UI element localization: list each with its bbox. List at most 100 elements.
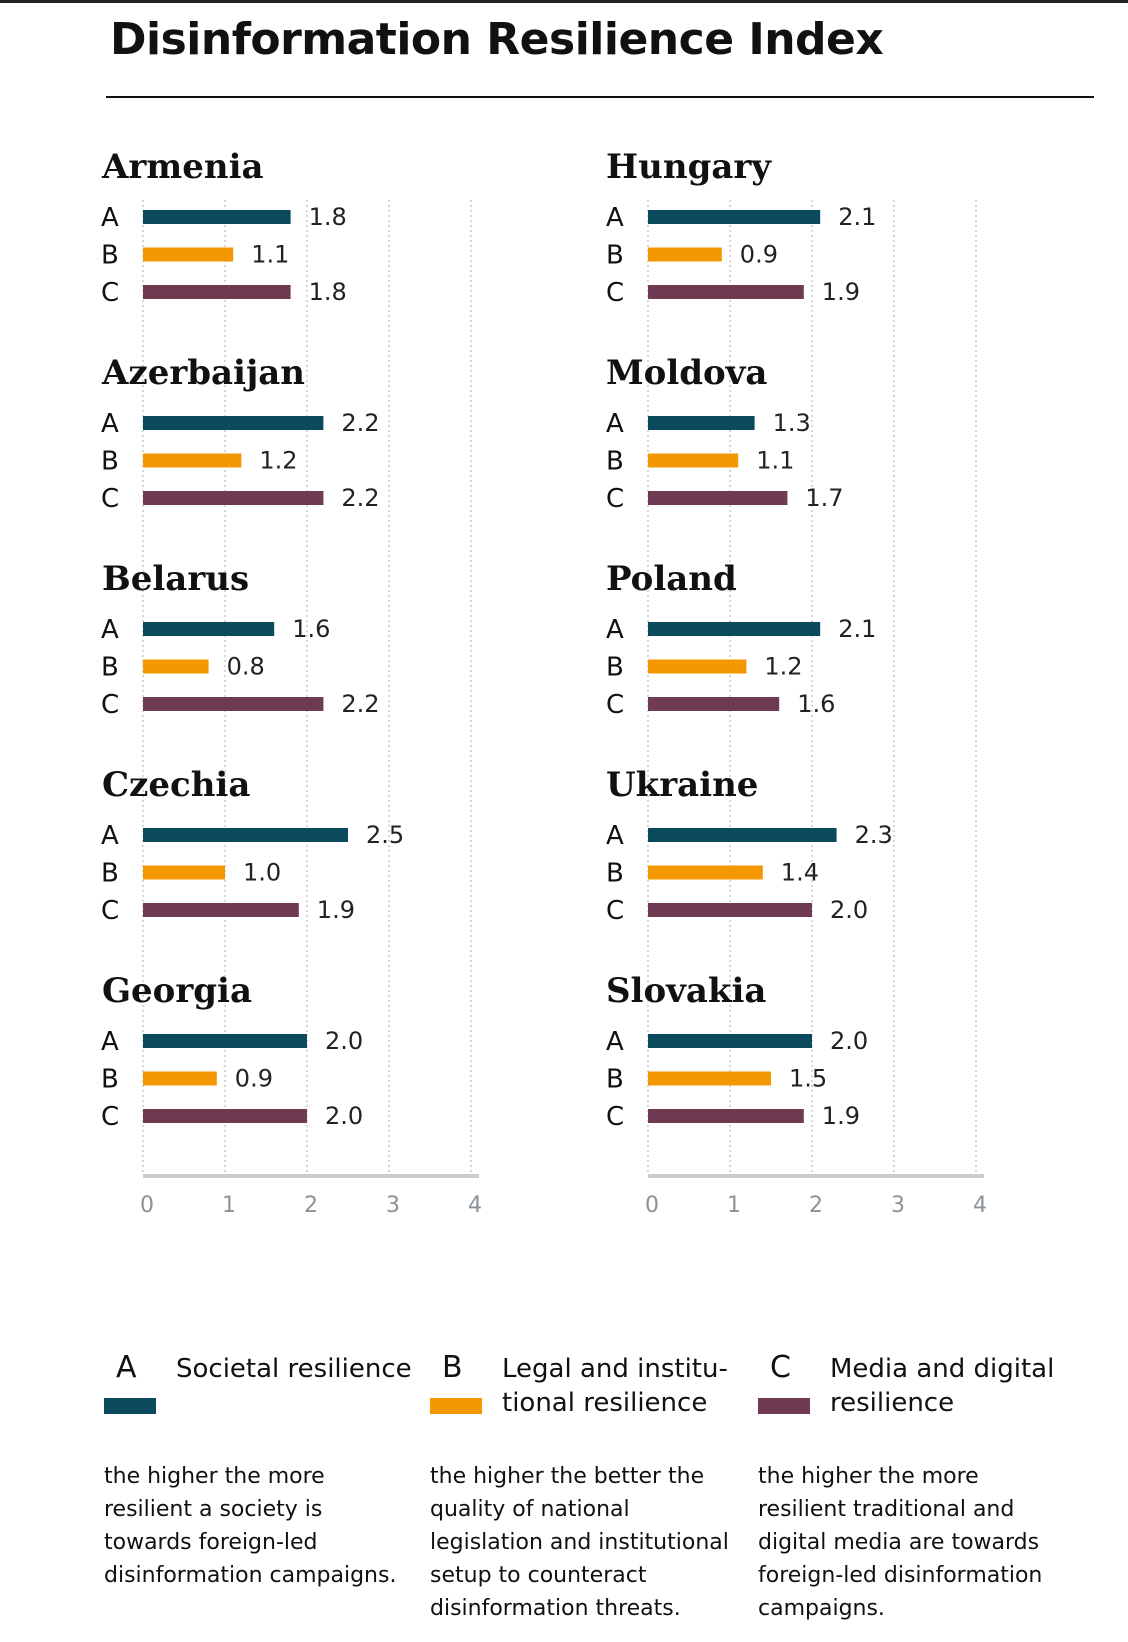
legend-letter: B	[442, 1350, 463, 1385]
bar-poland-c	[648, 697, 780, 711]
row-letter: B	[101, 241, 119, 271]
row-letter: C	[606, 1102, 624, 1132]
row-letter: B	[606, 447, 624, 477]
value-label: 0.9	[740, 241, 778, 269]
bar-armenia-b	[143, 247, 234, 262]
value-label: 2.1	[838, 203, 876, 231]
value-label: 1.8	[309, 278, 347, 306]
bar-slovakia-c	[648, 1109, 804, 1123]
legend-swatch-c	[758, 1398, 810, 1414]
bar-belarus-b	[143, 659, 209, 674]
bar-moldova-c	[648, 491, 788, 505]
row-letter: A	[606, 409, 624, 439]
page-title: Disinformation Resilience Index	[110, 14, 884, 65]
bar-georgia-c	[143, 1109, 307, 1123]
bar-armenia-c	[143, 285, 291, 299]
value-label: 1.8	[309, 203, 347, 231]
row-letter: B	[101, 653, 119, 683]
bar-georgia-a	[143, 1034, 307, 1048]
bar-azerbaijan-a	[143, 416, 324, 430]
value-label: 2.2	[341, 484, 379, 512]
bar-czechia-b	[143, 865, 225, 880]
row-letter: B	[606, 859, 624, 889]
value-label: 2.0	[830, 896, 868, 924]
row-letter: C	[101, 1102, 119, 1132]
row-letter: A	[101, 615, 119, 645]
country-name-czechia: Czechia	[102, 765, 250, 805]
row-letter: A	[606, 1027, 624, 1057]
value-label: 2.1	[838, 615, 876, 643]
value-label: 0.9	[235, 1065, 273, 1093]
value-label: 1.2	[259, 447, 297, 475]
x-tick-label: 2	[809, 1193, 823, 1218]
bar-moldova-b	[648, 453, 739, 468]
x-tick-label: 3	[891, 1193, 905, 1218]
legend-letter: C	[770, 1350, 791, 1385]
value-label: 1.9	[822, 1102, 860, 1130]
x-tick-label: 4	[973, 1193, 987, 1218]
bar-georgia-b	[143, 1071, 217, 1086]
x-tick-label: 3	[386, 1193, 400, 1218]
bar-slovakia-b	[648, 1071, 771, 1086]
value-label: 2.2	[341, 409, 379, 437]
value-label: 1.5	[789, 1065, 827, 1093]
legend-name: Media and digital resilience	[830, 1354, 1055, 1418]
bar-poland-a	[648, 622, 821, 636]
row-letter: C	[101, 278, 119, 308]
country-name-slovakia: Slovakia	[606, 971, 766, 1011]
bar-czechia-c	[143, 903, 299, 917]
legend-description: the higher the more resilient a society …	[104, 1464, 397, 1588]
bar-hungary-c	[648, 285, 804, 299]
legend-description: the higher the better the quality of nat…	[430, 1464, 729, 1621]
title-rule	[106, 96, 1094, 98]
bar-azerbaijan-b	[143, 453, 242, 468]
x-tick-label: 1	[222, 1193, 236, 1218]
row-letter: A	[606, 203, 624, 233]
value-label: 1.4	[781, 859, 819, 887]
row-letter: C	[606, 896, 624, 926]
resilience-charts: 0 1 2 3 4 Armenia A 1.8 B 1.1 C 1.8 Azerbaijan A 2.2 B 1…	[101, 147, 987, 1218]
row-letter: B	[606, 1065, 624, 1095]
country-name-azerbaijan: Azerbaijan	[101, 353, 305, 393]
legend-name: Legal and institu- tional resilience	[502, 1354, 728, 1418]
value-label: 1.7	[805, 484, 843, 512]
value-label: 2.0	[325, 1027, 363, 1055]
value-label: 1.1	[251, 241, 289, 269]
x-tick-label: 2	[304, 1193, 318, 1218]
bar-armenia-a	[143, 210, 291, 224]
legend-description: the higher the more resilient traditiona…	[758, 1464, 1043, 1621]
row-letter: B	[606, 653, 624, 683]
value-label: 1.6	[292, 615, 330, 643]
country-name-moldova: Moldova	[606, 353, 767, 393]
top-border	[0, 0, 1128, 3]
row-letter: A	[101, 1027, 119, 1057]
value-label: 2.3	[855, 821, 893, 849]
legend-swatch-b	[430, 1398, 482, 1414]
row-letter: C	[101, 896, 119, 926]
country-name-ukraine: Ukraine	[606, 765, 758, 805]
value-label: 1.9	[822, 278, 860, 306]
legend-name: Societal resilience	[176, 1354, 412, 1384]
row-letter: C	[101, 484, 119, 514]
value-label: 1.2	[764, 653, 802, 681]
country-name-poland: Poland	[606, 559, 737, 599]
bar-hungary-a	[648, 210, 821, 224]
value-label: 1.3	[773, 409, 811, 437]
value-label: 1.0	[243, 859, 281, 887]
bar-czechia-a	[143, 828, 348, 842]
value-label: 0.8	[227, 653, 265, 681]
row-letter: B	[606, 241, 624, 271]
row-letter: A	[606, 821, 624, 851]
x-tick-label: 4	[468, 1193, 482, 1218]
row-letter: A	[101, 203, 119, 233]
value-label: 2.5	[366, 821, 404, 849]
row-letter: B	[101, 447, 119, 477]
row-letter: A	[101, 821, 119, 851]
value-label: 1.1	[756, 447, 794, 475]
x-tick-label: 0	[645, 1193, 659, 1218]
row-letter: A	[606, 615, 624, 645]
country-name-armenia: Armenia	[101, 147, 264, 187]
bar-azerbaijan-c	[143, 491, 324, 505]
x-tick-label: 0	[140, 1193, 154, 1218]
row-letter: C	[606, 484, 624, 514]
